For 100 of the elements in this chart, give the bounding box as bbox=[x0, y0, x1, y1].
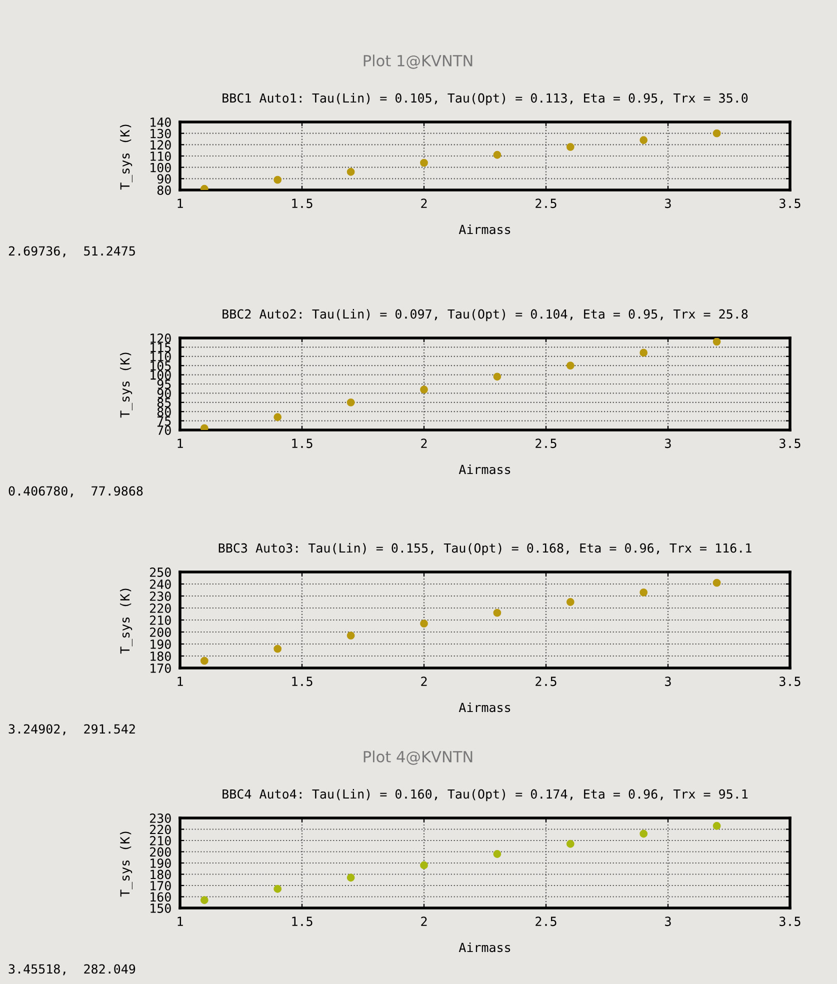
point bbox=[200, 424, 208, 430]
x-tick-label: 3 bbox=[665, 676, 671, 686]
y-axis-title: T_sys (K) bbox=[120, 352, 132, 418]
y-tick-label: 220 bbox=[150, 604, 171, 613]
y-tick-label: 120 bbox=[150, 140, 171, 150]
x-tick-label: 1 bbox=[178, 438, 183, 448]
y-axis-title: T_sys (K) bbox=[120, 588, 132, 654]
x-tick-label: 3 bbox=[665, 198, 671, 208]
y-tick-label: 170 bbox=[150, 881, 171, 890]
y-tick-label: 180 bbox=[150, 870, 171, 880]
y-tick-label: 180 bbox=[150, 652, 171, 661]
point bbox=[420, 861, 428, 870]
point bbox=[493, 372, 502, 381]
point bbox=[640, 830, 648, 838]
point bbox=[274, 413, 282, 422]
x-tick-label: 2.5 bbox=[536, 198, 556, 208]
y-tick-label: 130 bbox=[150, 128, 171, 138]
point bbox=[346, 398, 355, 406]
y-tick-label: 230 bbox=[150, 814, 171, 823]
point bbox=[640, 136, 648, 144]
y-tick-label: 70 bbox=[157, 426, 171, 435]
x-tick-label: 1 bbox=[178, 916, 183, 926]
point bbox=[712, 578, 721, 587]
point bbox=[346, 874, 355, 882]
point bbox=[346, 632, 355, 640]
x-tick-label: 1.5 bbox=[292, 198, 312, 208]
y-tick-label: 160 bbox=[150, 892, 171, 902]
point bbox=[493, 608, 502, 617]
y-tick-label: 210 bbox=[150, 616, 171, 625]
y-tick-label: 170 bbox=[150, 664, 171, 673]
point bbox=[566, 598, 574, 606]
y-tick-label: 210 bbox=[150, 836, 171, 846]
y-tick-label: 90 bbox=[157, 174, 171, 184]
x-axis-title: Airmass bbox=[458, 464, 510, 474]
x-tick-label: 3.5 bbox=[780, 198, 800, 208]
text: 3.45518, 282.049 bbox=[8, 964, 136, 976]
y-tick-label: 190 bbox=[150, 858, 171, 868]
x-tick-label: 2.5 bbox=[536, 916, 556, 926]
y-tick-label: 75 bbox=[157, 416, 171, 426]
point bbox=[420, 158, 428, 167]
chart-title: BBC2 Auto2: Tau(Lin) = 0.097, Tau(Opt) = 0.104, Eta = 0.95, Trx = 25.8 bbox=[222, 309, 748, 322]
point bbox=[712, 338, 721, 346]
point bbox=[200, 896, 208, 904]
text: 3.24902, 291.542 bbox=[8, 724, 135, 736]
y-tick-label: 200 bbox=[150, 847, 171, 857]
x-axis-title: Airmass bbox=[458, 224, 510, 234]
y-axis-title: T_sys (K) bbox=[120, 832, 132, 897]
chart-title: BBC4 Auto4: Tau(Lin) = 0.160, Tau(Opt) = 0.174, Eta = 0.96, Trx = 95.1 bbox=[222, 789, 748, 802]
point bbox=[640, 588, 648, 596]
y-tick-label: 200 bbox=[150, 628, 171, 637]
text: 0.406780, 77.9868 bbox=[8, 486, 143, 498]
text: 2.69736, 51.2475 bbox=[8, 246, 135, 258]
point bbox=[274, 644, 282, 653]
text: Plot 4@KVNTN bbox=[364, 750, 472, 765]
x-tick-label: 3 bbox=[665, 438, 671, 448]
point bbox=[566, 142, 574, 151]
point bbox=[640, 348, 648, 357]
x-tick-label: 1.5 bbox=[292, 438, 312, 448]
y-tick-label: 95 bbox=[157, 380, 171, 389]
y-tick-label: 90 bbox=[157, 388, 171, 398]
point bbox=[493, 150, 502, 159]
y-tick-label: 190 bbox=[150, 640, 171, 649]
point bbox=[200, 656, 208, 665]
x-tick-label: 2.5 bbox=[536, 438, 556, 448]
point bbox=[346, 168, 355, 176]
point bbox=[493, 850, 502, 858]
y-tick-label: 220 bbox=[150, 824, 171, 834]
point bbox=[566, 840, 574, 848]
y-tick-label: 105 bbox=[150, 361, 171, 371]
y-tick-label: 100 bbox=[150, 370, 171, 380]
point bbox=[712, 822, 721, 830]
point bbox=[420, 620, 428, 628]
y-axis-title: T_sys (K) bbox=[120, 124, 132, 190]
y-tick-label: 110 bbox=[150, 152, 171, 161]
point bbox=[274, 176, 282, 184]
point bbox=[566, 362, 574, 370]
point bbox=[420, 386, 428, 394]
x-tick-label: 2 bbox=[421, 916, 427, 926]
x-tick-label: 3 bbox=[665, 916, 671, 926]
x-tick-label: 1.5 bbox=[292, 676, 312, 686]
x-tick-label: 1.5 bbox=[292, 916, 312, 926]
point bbox=[274, 884, 282, 893]
chart-title: BBC3 Auto3: Tau(Lin) = 0.155, Tau(Opt) = 0.168, Eta = 0.96, Trx = 116.1 bbox=[218, 543, 752, 556]
y-tick-label: 115 bbox=[150, 342, 171, 352]
point bbox=[712, 129, 721, 138]
x-tick-label: 2 bbox=[421, 198, 427, 208]
x-axis-title: Airmass bbox=[458, 702, 510, 712]
x-tick-label: 1 bbox=[178, 676, 183, 686]
x-tick-label: 2.5 bbox=[536, 676, 556, 686]
y-tick-label: 240 bbox=[150, 580, 171, 589]
y-tick-label: 110 bbox=[150, 352, 171, 362]
x-tick-label: 3.5 bbox=[780, 676, 800, 686]
x-tick-label: 2 bbox=[421, 676, 427, 686]
x-tick-label: 2 bbox=[421, 438, 427, 448]
x-tick-label: 1 bbox=[178, 198, 183, 208]
x-tick-label: 3.5 bbox=[780, 916, 800, 926]
y-tick-label: 150 bbox=[150, 904, 171, 913]
y-tick-label: 120 bbox=[150, 334, 171, 343]
y-tick-label: 85 bbox=[157, 398, 171, 408]
y-tick-label: 100 bbox=[150, 162, 171, 172]
